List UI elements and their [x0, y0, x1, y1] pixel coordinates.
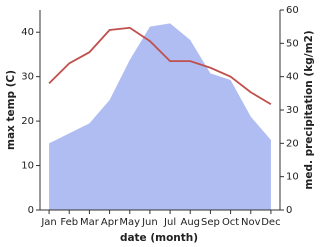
x-tick-label: Jan: [40, 217, 56, 228]
x-tick-label: Mar: [80, 217, 100, 228]
y2-tick-label: 20: [286, 138, 299, 149]
x-tick-label: Jun: [141, 217, 158, 228]
x-tick-label: Feb: [60, 217, 78, 228]
x-tick-label: May: [119, 217, 140, 228]
y2-tick-label: 0: [286, 205, 292, 216]
temperature-line: [48, 26, 272, 105]
y-tick-label: 40: [21, 27, 34, 38]
y-tick-label: 20: [21, 116, 34, 127]
x-tick-label: Nov: [241, 217, 261, 228]
y2-tick-label: 60: [286, 5, 299, 16]
x-tick-label: Apr: [101, 217, 119, 228]
y2-axis-label: med. precipitation (kg/m2): [303, 30, 315, 189]
x-tick-label: Dec: [261, 217, 280, 228]
x-tick-label: Sep: [201, 217, 220, 228]
y2-tick-label: 30: [286, 105, 299, 116]
x-tick-label: Oct: [222, 217, 239, 228]
y2-tick-label: 50: [286, 38, 299, 49]
y2-tick-label: 10: [286, 172, 299, 183]
y-tick-label: 30: [21, 72, 34, 83]
precipitation-area: [49, 23, 271, 211]
x-axis-label: date (month): [120, 232, 198, 244]
y2-tick-label: 40: [286, 72, 299, 83]
y-axis-label: max temp (C): [5, 70, 17, 150]
x-tick-label: Jul: [163, 217, 176, 228]
y-tick-label: 10: [21, 161, 34, 172]
x-tick-label: Aug: [180, 217, 200, 228]
y-tick-label: 0: [28, 205, 34, 216]
